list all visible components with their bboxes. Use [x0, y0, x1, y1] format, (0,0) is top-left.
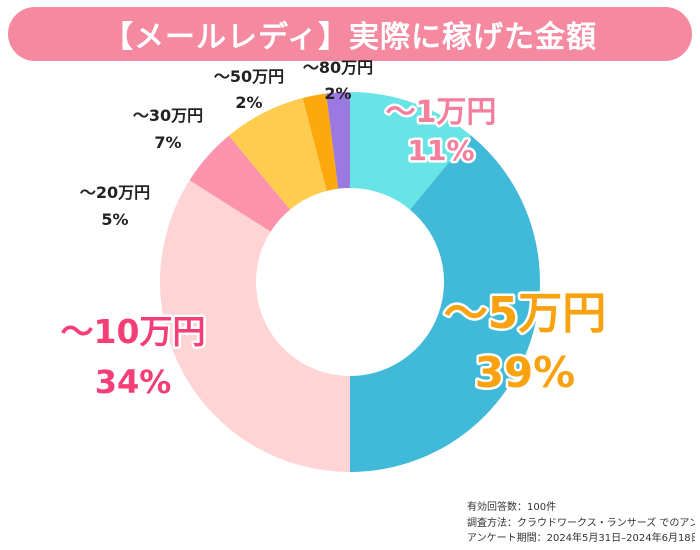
- chart-title: 【メールレディ】実際に稼げた金額: [103, 20, 597, 55]
- slice-value-label: 2%: [235, 93, 262, 112]
- slice-category-label: 〜5万円: [444, 288, 607, 339]
- slice-value-label: 2%: [324, 84, 351, 103]
- slice-label: 〜1万円 11%: [383, 93, 499, 170]
- slice-category-label: 〜80万円: [303, 58, 373, 77]
- slice-category-label: 〜30万円: [133, 106, 203, 125]
- slice-label: 〜5万円 39%: [441, 286, 609, 400]
- slice-value-label: 11%: [407, 134, 474, 167]
- slice-category-label: 〜20万円: [80, 183, 150, 202]
- slice-value-label: 5%: [101, 210, 128, 229]
- slice-value-label: 34%: [95, 363, 172, 401]
- donut-slice: [350, 92, 472, 210]
- donut-slice: [302, 93, 339, 191]
- donut-slice: [350, 135, 541, 472]
- slice-label: 〜30万円 7%: [133, 106, 203, 152]
- donut-slice: [228, 97, 327, 210]
- slice-label: 〜20万円 5%: [80, 183, 150, 229]
- donut-slice: [326, 92, 350, 189]
- survey-footnote: 有効回答数：100件 調査方法：クラウドワークス・ランサーズ でのアンケート ア…: [467, 500, 695, 547]
- slice-value-label: 7%: [154, 133, 181, 152]
- slice-category-label: 〜50万円: [214, 67, 284, 86]
- footnote-respondents: 有効回答数：100件: [467, 502, 557, 513]
- slice-category-label: 〜10万円: [61, 312, 206, 351]
- donut-slice: [189, 135, 291, 232]
- slice-label: 〜10万円 34%: [58, 310, 208, 404]
- title-banner: 【メールレディ】実際に稼げた金額: [8, 7, 692, 61]
- slice-label: 〜80万円 2%: [303, 58, 373, 103]
- donut-slice: [160, 180, 350, 472]
- slice-value-label: 39%: [475, 348, 576, 397]
- footnote-method: 調査方法：クラウドワークス・ランサーズ でのアンケート: [467, 517, 695, 529]
- slice-category-label: 〜1万円: [386, 95, 497, 130]
- slice-label: 〜50万円 2%: [214, 67, 284, 112]
- footnote-period: アンケート期間：2024年5月31日–2024年6月18日: [467, 533, 695, 544]
